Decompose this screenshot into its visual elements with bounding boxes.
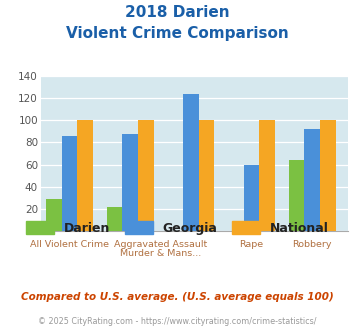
Bar — [183, 94, 199, 231]
Bar — [289, 160, 304, 231]
Text: Violent Crime Comparison: Violent Crime Comparison — [66, 26, 289, 41]
Text: Robbery: Robbery — [293, 240, 332, 249]
Bar — [138, 120, 154, 231]
Bar — [199, 120, 214, 231]
Bar — [304, 129, 320, 231]
Legend: Darien, Georgia, National: Darien, Georgia, National — [21, 215, 334, 240]
Bar — [320, 120, 336, 231]
Text: All Violent Crime: All Violent Crime — [30, 240, 109, 249]
Bar — [61, 136, 77, 231]
Bar — [122, 134, 138, 231]
Bar — [260, 120, 275, 231]
Text: © 2025 CityRating.com - https://www.cityrating.com/crime-statistics/: © 2025 CityRating.com - https://www.city… — [38, 317, 317, 326]
Bar — [77, 120, 93, 231]
Bar — [106, 207, 122, 231]
Text: Murder & Mans...: Murder & Mans... — [120, 249, 201, 258]
Bar — [46, 199, 61, 231]
Text: Rape: Rape — [239, 240, 263, 249]
Text: 2018 Darien: 2018 Darien — [125, 5, 230, 20]
Text: Compared to U.S. average. (U.S. average equals 100): Compared to U.S. average. (U.S. average … — [21, 292, 334, 302]
Text: Aggravated Assault: Aggravated Assault — [114, 240, 207, 249]
Bar — [244, 165, 260, 231]
